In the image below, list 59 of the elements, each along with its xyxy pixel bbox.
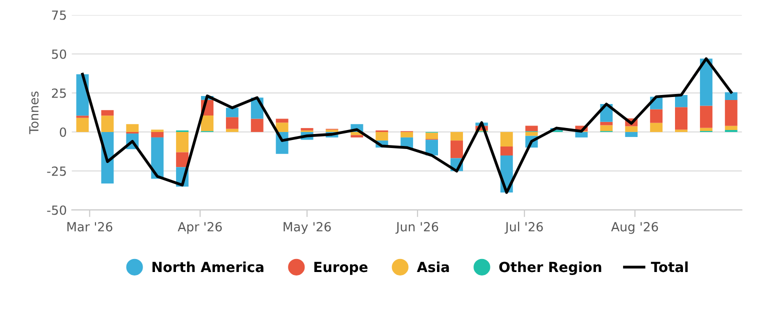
bar: [724, 92, 738, 100]
bar: [525, 126, 538, 132]
bar: [450, 132, 463, 141]
bar: [226, 128, 238, 132]
x-tick-label: Aug '26: [611, 222, 658, 234]
bar: [700, 58, 712, 106]
bar: [600, 125, 613, 132]
bar: [101, 110, 114, 116]
bar: [650, 109, 663, 123]
legend-label: Asia: [416, 261, 449, 272]
legend-label: North America: [152, 261, 264, 272]
bar: [276, 122, 288, 132]
bar: [376, 132, 388, 141]
bar: [400, 132, 414, 138]
x-tick-label: May '26: [284, 222, 331, 234]
y-tick-label: 50: [52, 49, 66, 59]
bar: [650, 122, 663, 132]
bar: [625, 126, 638, 132]
bar: [101, 116, 114, 132]
bar: [176, 152, 189, 168]
bar: [675, 95, 688, 108]
bar: [724, 100, 738, 126]
bar: [700, 128, 712, 132]
line-series: [81, 57, 733, 194]
bar: [151, 137, 164, 179]
bar: [575, 132, 588, 138]
bar: [426, 132, 438, 139]
legend-label: Total: [650, 261, 688, 272]
legend-label: Other Region: [499, 261, 602, 276]
bar: [151, 132, 164, 138]
bar: [226, 108, 238, 118]
x-tick-label: Apr '26: [178, 222, 222, 234]
y-tick-label: 25: [52, 88, 66, 98]
bar: [700, 106, 712, 128]
bar: [500, 132, 513, 146]
bar: [201, 115, 214, 132]
x-tick-label: Mar '26: [67, 222, 112, 232]
bar: [450, 140, 463, 158]
bar: [500, 146, 513, 156]
bar: [724, 126, 738, 130]
y-axis-title: Tonnes: [29, 91, 39, 134]
y-tick-label: -50: [47, 205, 66, 215]
y-tick-label: 0: [60, 127, 66, 137]
x-tick-label: Jul '26: [504, 222, 543, 234]
bar: [625, 132, 638, 137]
y-tick-label: -25: [47, 166, 66, 176]
y-tick-label: 75: [52, 10, 66, 20]
bar: [76, 118, 89, 132]
bar: [525, 132, 538, 136]
bar: [600, 122, 613, 126]
bar: [176, 132, 189, 152]
bar: [250, 118, 264, 132]
legend-label: Europe: [314, 262, 368, 275]
bar: [226, 117, 238, 129]
bar: [126, 124, 139, 132]
bar: [276, 118, 288, 123]
bar: [675, 107, 688, 130]
x-tick-label: Jun '26: [395, 222, 438, 234]
bar: [426, 140, 438, 156]
